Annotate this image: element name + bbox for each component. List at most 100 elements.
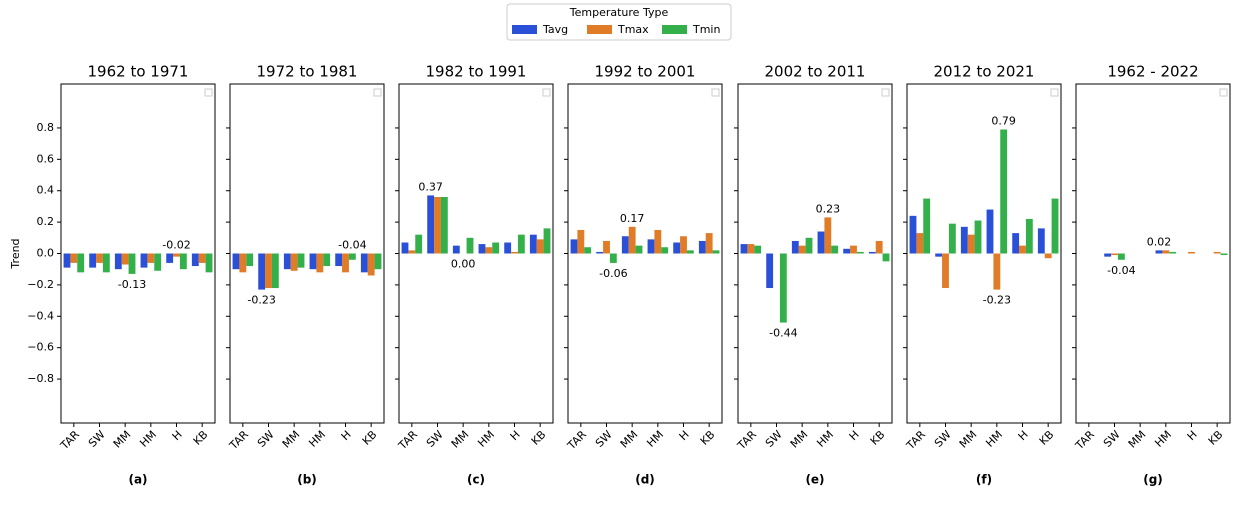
- min-label: -0.23: [247, 294, 275, 307]
- x-tick-label: TAR: [564, 428, 589, 453]
- bar: [740, 244, 748, 254]
- bar: [140, 253, 148, 268]
- bar: [798, 245, 806, 254]
- legend-swatch: [587, 25, 612, 34]
- bar: [805, 237, 813, 254]
- bar: [628, 226, 636, 254]
- bar: [128, 253, 136, 274]
- bar: [536, 239, 544, 254]
- bar: [779, 253, 787, 323]
- empty-legend: [1219, 88, 1228, 97]
- x-tick-label: TAR: [395, 428, 420, 453]
- min-label: -0.44: [769, 327, 797, 340]
- legend-label: Tavg: [542, 23, 568, 36]
- max-label: 0.37: [418, 180, 443, 193]
- bar: [96, 253, 103, 263]
- bar: [850, 245, 857, 254]
- x-tick-label: HM: [983, 428, 1005, 450]
- max-label: 0.79: [991, 115, 1016, 128]
- bar: [596, 251, 604, 254]
- empty-legend: [373, 88, 382, 97]
- bar: [239, 253, 247, 273]
- panel-label: (g): [1143, 473, 1163, 487]
- x-tick-label: KB: [191, 428, 211, 448]
- bar: [747, 244, 755, 254]
- bar: [543, 228, 551, 254]
- bar: [584, 247, 592, 254]
- bar: [63, 253, 71, 268]
- bar: [875, 240, 883, 254]
- bar: [766, 253, 774, 289]
- y-tick-label: 0.8: [37, 121, 55, 134]
- bar: [297, 253, 305, 268]
- max-label: -0.04: [338, 239, 366, 252]
- x-tick-label: SW: [593, 428, 615, 450]
- x-tick-label: SW: [255, 428, 277, 450]
- bar: [635, 245, 643, 254]
- x-tick-label: MM: [449, 428, 472, 451]
- bar: [511, 251, 518, 254]
- bar: [408, 250, 416, 254]
- bar: [466, 237, 474, 254]
- empty-legend: [711, 88, 720, 97]
- bar: [1037, 228, 1045, 254]
- x-tick-label: MM: [957, 428, 980, 451]
- min-label: -0.04: [1107, 264, 1135, 277]
- x-tick-label: SW: [763, 428, 785, 450]
- max-label: 0.23: [816, 202, 841, 215]
- x-tick-label: KB: [1037, 428, 1057, 448]
- max-label: 0.17: [620, 212, 645, 225]
- bar: [1220, 253, 1228, 256]
- bar: [367, 253, 375, 276]
- empty-legend: [204, 88, 213, 97]
- x-tick-label: HM: [306, 428, 328, 450]
- y-tick-label: 0.6: [37, 152, 55, 165]
- x-tick-label: SW: [932, 428, 954, 450]
- bar: [654, 229, 662, 254]
- x-tick-label: H: [1185, 428, 1200, 443]
- bar: [290, 253, 298, 271]
- min-label: -0.23: [983, 294, 1011, 307]
- bar: [967, 234, 975, 254]
- bar: [360, 253, 368, 273]
- bar: [948, 223, 956, 254]
- axes-frame: [60, 83, 216, 424]
- legend-swatch: [512, 25, 537, 34]
- axes-frame: [1075, 83, 1231, 424]
- bar: [698, 240, 706, 254]
- x-tick-label: KB: [698, 428, 718, 448]
- panel-title: 1982 to 1991: [426, 63, 527, 81]
- x-tick-label: H: [508, 428, 523, 443]
- max-label: 0.02: [1147, 235, 1172, 248]
- x-tick-label: H: [847, 428, 862, 443]
- axes-frame: [906, 83, 1062, 424]
- empty-legend: [1050, 88, 1059, 97]
- bar: [374, 253, 382, 270]
- bar: [504, 242, 512, 254]
- bar: [114, 253, 122, 270]
- x-tick-label: HM: [644, 428, 666, 450]
- bar: [1213, 251, 1221, 254]
- bar: [856, 251, 864, 254]
- x-tick-label: HM: [137, 428, 159, 450]
- bar: [1188, 251, 1195, 254]
- bar: [843, 248, 851, 254]
- y-tick-label: −0.4: [27, 309, 54, 322]
- legend-swatch: [662, 25, 687, 34]
- x-tick-label: H: [1016, 428, 1031, 443]
- bar: [1000, 129, 1008, 254]
- empty-legend: [881, 88, 890, 97]
- bar: [323, 253, 331, 267]
- bar: [791, 240, 799, 254]
- x-tick-label: SW: [86, 428, 108, 450]
- bar: [485, 247, 493, 254]
- bar: [492, 242, 500, 254]
- bar: [986, 209, 994, 254]
- x-tick-label: KB: [1206, 428, 1226, 448]
- bar: [1162, 250, 1170, 254]
- min-label: -0.06: [599, 267, 627, 280]
- bar: [1104, 253, 1112, 257]
- x-tick-label: TAR: [1072, 428, 1097, 453]
- empty-legend: [542, 88, 551, 97]
- y-tick-label: 0.2: [37, 215, 55, 228]
